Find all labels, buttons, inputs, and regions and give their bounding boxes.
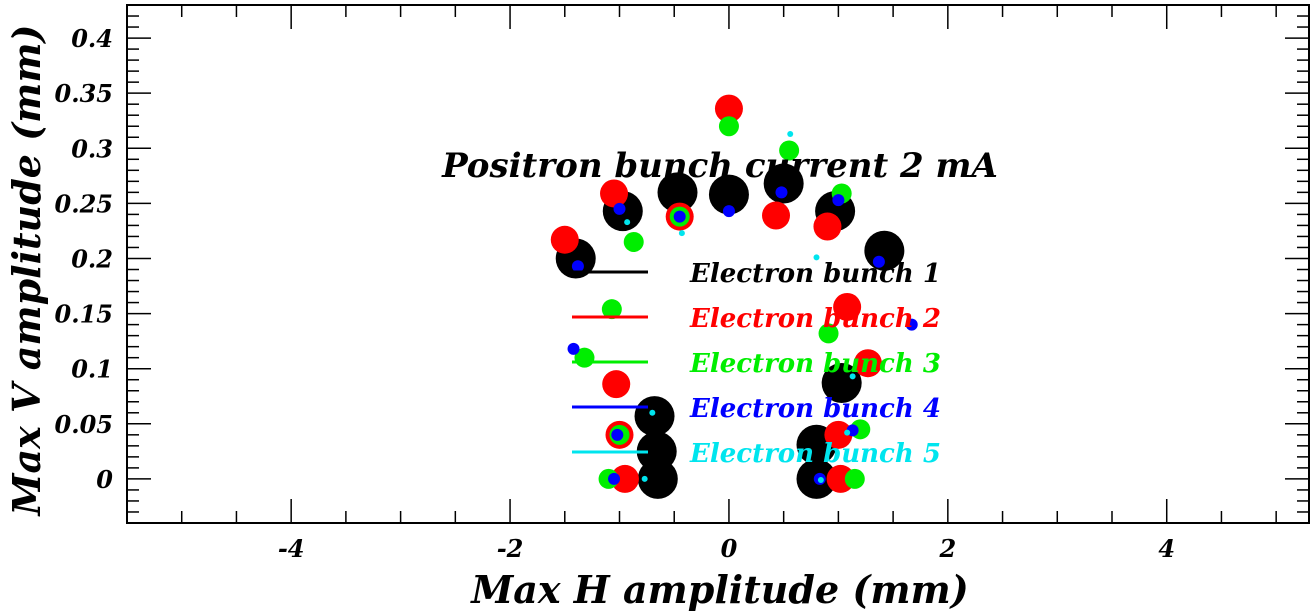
y-tick-label: 0.35 <box>55 79 113 108</box>
data-point <box>844 429 851 436</box>
y-tick-label: 0.25 <box>55 189 113 218</box>
data-point <box>872 255 885 268</box>
y-tick-label: 0.15 <box>55 300 113 329</box>
data-point <box>600 179 629 208</box>
data-point <box>779 140 800 161</box>
data-point <box>624 219 631 226</box>
data-point <box>673 210 686 223</box>
data-point <box>775 186 788 199</box>
data-point <box>833 292 862 321</box>
data-point <box>849 373 856 380</box>
y-tick-label: 0.05 <box>55 410 113 439</box>
x-tick-label: 2 <box>938 534 956 563</box>
data-markers <box>550 94 918 499</box>
y-tick-label: 0.1 <box>71 355 113 384</box>
data-point <box>550 225 579 254</box>
data-point <box>844 468 865 489</box>
legend-label: Electron bunch 5 <box>689 439 941 469</box>
y-tick-label: 0.4 <box>71 24 113 53</box>
legend-label: Electron bunch 3 <box>689 349 941 379</box>
tick-labels: -4 -2 0 2 4 0 0.05 0.1 0.15 0.2 0.25 0.3 0.35 0.4 <box>55 24 1176 563</box>
chart-annotation: Positron bunch current 2 mA <box>441 146 998 186</box>
legend-label: Electron bunch 4 <box>689 394 941 424</box>
legend-label: Electron bunch 2 <box>689 304 941 334</box>
x-axis-title: Max H amplitude (mm) <box>469 567 969 612</box>
legend-label: Electron bunch 1 <box>689 259 941 289</box>
data-point <box>637 458 678 499</box>
y-axis-title: Max V amplitude (mm) <box>4 24 49 517</box>
data-point <box>853 349 882 378</box>
data-point <box>657 172 698 213</box>
data-point <box>678 230 685 237</box>
x-tick-label: 4 <box>1158 534 1175 563</box>
data-point <box>813 212 842 241</box>
x-tick-label: -2 <box>497 534 524 563</box>
data-point <box>571 260 584 273</box>
data-point <box>763 163 804 204</box>
data-point <box>608 472 621 485</box>
data-point <box>602 370 631 399</box>
x-tick-label: -4 <box>278 534 305 563</box>
data-point <box>905 318 918 331</box>
x-tick-label: 0 <box>721 534 738 563</box>
data-point <box>832 194 845 207</box>
data-point <box>762 201 791 230</box>
y-tick-label: 0.3 <box>71 134 113 163</box>
data-point <box>817 477 824 484</box>
plot-frame <box>126 4 1310 524</box>
data-point <box>722 205 735 218</box>
data-point <box>818 323 839 344</box>
data-point <box>634 396 675 437</box>
data-point <box>611 428 624 441</box>
data-point <box>787 130 794 137</box>
y-tick-label: 0 <box>96 465 113 494</box>
y-tick-label: 0.2 <box>71 244 113 273</box>
data-point <box>623 231 644 252</box>
data-point <box>821 363 862 404</box>
data-point <box>718 116 739 137</box>
data-point <box>610 464 639 493</box>
data-point <box>613 202 626 215</box>
axis-ticks <box>127 5 1309 524</box>
data-point <box>813 254 820 261</box>
data-point <box>649 409 656 416</box>
data-point <box>601 299 622 320</box>
data-point <box>714 94 743 123</box>
data-point <box>824 420 853 449</box>
data-point <box>708 174 749 215</box>
legend: Electron bunch 1 Electron bunch 2 Electron… <box>572 259 941 469</box>
data-point <box>641 475 648 482</box>
data-point <box>567 342 580 355</box>
data-point <box>826 464 855 493</box>
